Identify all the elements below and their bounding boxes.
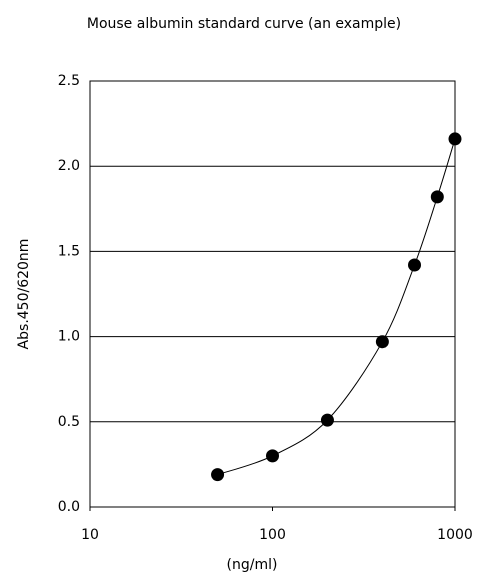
point [430,190,444,204]
y-tick-label: 1.5 [58,243,80,259]
point [266,449,279,463]
y-tick-label: 2.5 [58,73,80,89]
point [211,468,225,482]
chart-title: Mouse albumin standard curve (an example… [87,16,401,32]
y-tick-label: 1.0 [58,329,80,345]
point [448,132,462,146]
curve [217,138,456,476]
point [408,258,422,272]
y-tick-label: 2.0 [58,158,80,174]
y-tick-label: 0.5 [58,414,80,430]
x-axis-label: (ng/ml) [227,557,278,573]
x-tick-label: 10 [81,527,99,543]
plot-frame [89,80,456,508]
point [320,413,334,427]
point [375,335,389,349]
y-axis-label: Abs.450/620nm [16,239,32,350]
x-tick-label: 1000 [437,527,473,543]
y-tick-label: 0.0 [58,499,80,515]
x-tick-label: 100 [259,527,286,543]
